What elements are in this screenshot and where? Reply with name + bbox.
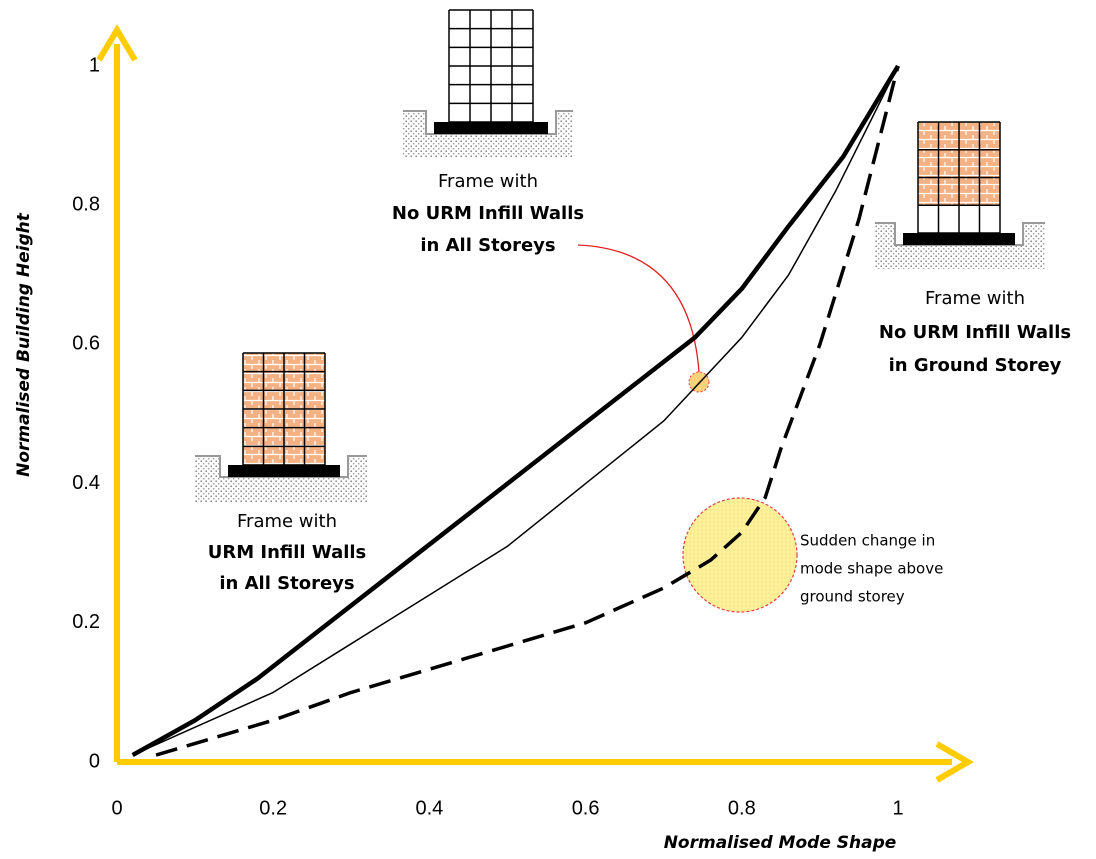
annotation: in All Storeys — [420, 235, 555, 256]
ground — [195, 456, 367, 502]
annotation: URM Infill Walls — [208, 542, 367, 563]
annotation: No URM Infill Walls — [879, 322, 1071, 343]
annotation: No URM Infill Walls — [392, 203, 584, 224]
x-axis-arrow — [935, 741, 974, 783]
series-line — [155, 65, 900, 757]
note: ground storey — [800, 588, 905, 606]
annotation: in All Storeys — [219, 573, 354, 594]
y-axis-title: Normalised Building Height — [14, 212, 34, 477]
building-icons — [195, 9, 1045, 502]
x-tick-label: 0.4 — [415, 797, 443, 819]
plot-area: 0 0.2 0.4 0.6 0.8 1 0 0.2 0.4 0.6 0.8 1 — [72, 24, 974, 819]
note: mode shape above — [800, 560, 943, 578]
y-tick-label: 0.2 — [72, 611, 100, 633]
foundation — [228, 465, 340, 477]
annotation: in Ground Storey — [889, 355, 1062, 376]
y-tick-label: 0 — [89, 750, 100, 772]
note: Sudden change in — [800, 532, 935, 550]
x-tick-label: 0 — [111, 797, 122, 819]
x-tick-label: 0.8 — [728, 797, 756, 819]
annotation: Frame with — [925, 288, 1025, 309]
foundation — [903, 233, 1015, 245]
series-line — [132, 65, 899, 756]
highlight-circle — [682, 497, 798, 613]
foundation — [434, 122, 548, 134]
y-tick-label: 0.8 — [72, 193, 100, 215]
y-axis-arrow — [96, 24, 138, 62]
x-tick-label: 0.6 — [572, 797, 600, 819]
leader-line — [577, 244, 700, 373]
series-line — [131, 64, 900, 758]
y-tick-label: 0.6 — [72, 333, 100, 355]
y-tick-label: 0.4 — [72, 472, 100, 494]
x-axis-title: Normalised Mode Shape — [664, 833, 897, 853]
x-tick-label: 1 — [892, 797, 903, 819]
y-tick-label: 1 — [89, 54, 100, 76]
annotation: Frame with — [237, 511, 337, 532]
annotation: Frame with — [438, 171, 538, 192]
x-tick-label: 0.2 — [259, 797, 287, 819]
